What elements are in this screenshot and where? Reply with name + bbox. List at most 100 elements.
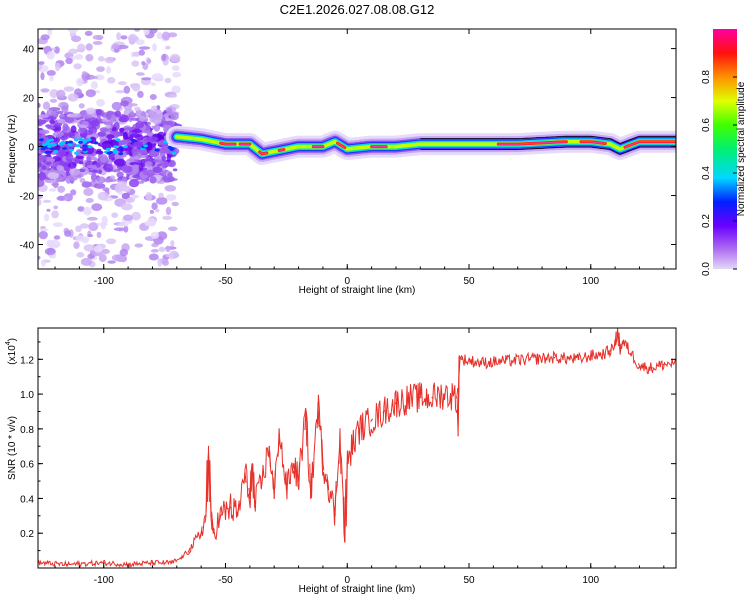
noise-core — [76, 144, 81, 147]
noise-blob — [96, 109, 102, 115]
noise-blob — [82, 71, 87, 75]
noise-blob — [130, 118, 139, 121]
noise-blob — [134, 28, 140, 32]
noise-blob — [86, 108, 96, 114]
noise-blob — [50, 99, 57, 103]
noise-blob — [98, 131, 107, 136]
snr-spike — [639, 363, 640, 366]
noise-blob — [51, 210, 59, 218]
noise-blob — [115, 184, 123, 192]
noise-blob — [39, 231, 48, 240]
noise-blob — [129, 179, 139, 187]
noise-blob — [151, 82, 156, 86]
noise-blob — [47, 51, 55, 60]
noise-blob — [104, 178, 113, 183]
snr-spike — [622, 342, 623, 349]
noise-blob — [91, 81, 98, 89]
noise-blob — [87, 234, 93, 237]
noise-blob — [130, 134, 141, 138]
noise-blob — [75, 235, 84, 242]
noise-blob — [172, 65, 180, 71]
noise-blob — [167, 172, 172, 178]
bottom-y-tick-label: 1.0 — [20, 390, 34, 401]
noise-blob — [171, 112, 179, 120]
noise-core — [118, 146, 123, 149]
noise-blob — [43, 200, 52, 203]
noise-blob — [70, 113, 81, 118]
noise-core — [78, 141, 83, 144]
noise-blob — [172, 202, 179, 206]
noise-blob — [48, 172, 59, 179]
noise-blob — [153, 167, 163, 173]
snr-spike — [396, 402, 397, 403]
noise-blob — [57, 196, 65, 201]
noise-blob — [57, 186, 65, 193]
noise-blob — [169, 251, 179, 259]
noise-blob — [119, 117, 128, 122]
noise-blob — [143, 26, 149, 35]
noise-blob — [68, 49, 78, 55]
noise-blob — [170, 240, 174, 247]
colorbar-tick-label: 0.0 — [701, 262, 712, 276]
noise-blob — [118, 81, 127, 85]
snr-spike — [652, 367, 653, 368]
noise-blob — [71, 36, 81, 43]
noise-blob — [86, 89, 96, 97]
noise-blob — [123, 215, 133, 221]
top-y-tick-label: -20 — [20, 192, 35, 203]
noise-blob — [124, 86, 131, 94]
bottom-x-tick-label: -50 — [218, 575, 233, 586]
noise-blob — [74, 54, 83, 60]
top-x-tick-label: 50 — [463, 276, 475, 287]
noise-blob — [106, 238, 116, 244]
noise-blob — [170, 54, 181, 63]
snr-spike — [618, 328, 619, 346]
noise-blob — [54, 235, 61, 239]
noise-blob — [116, 32, 121, 40]
colorbar-tick-label: 0.4 — [701, 166, 712, 180]
noise-core — [42, 143, 47, 146]
snr-spike — [335, 481, 336, 516]
noise-blob — [108, 159, 112, 165]
spectrogram-marks — [33, 25, 676, 267]
noise-blob — [46, 209, 50, 212]
noise-blob — [45, 124, 51, 127]
noise-blob — [53, 156, 60, 160]
noise-core — [131, 139, 136, 142]
noise-blob — [166, 194, 177, 201]
noise-blob — [150, 210, 154, 214]
noise-blob — [44, 214, 49, 222]
noise-core — [49, 138, 54, 141]
noise-blob — [107, 260, 115, 263]
noise-blob — [111, 44, 119, 50]
noise-blob — [83, 130, 93, 135]
noise-blob — [147, 218, 156, 227]
noise-blob — [79, 125, 86, 128]
noise-blob — [81, 258, 92, 266]
noise-blob — [167, 154, 171, 163]
noise-blob — [41, 259, 46, 266]
noise-core — [74, 152, 79, 155]
noise-blob — [37, 114, 49, 118]
noise-blob — [85, 54, 93, 61]
noise-blob — [53, 222, 63, 227]
bottom-y-tick-label: 0.6 — [20, 460, 34, 471]
noise-blob — [153, 77, 164, 81]
noise-blob — [101, 223, 106, 230]
noise-blob — [106, 134, 114, 139]
noise-blob — [105, 125, 112, 129]
noise-blob — [85, 31, 93, 36]
noise-core — [44, 151, 49, 154]
snr-marks — [37, 327, 676, 566]
noise-blob — [159, 247, 166, 252]
noise-blob — [155, 209, 160, 213]
noise-blob — [165, 78, 172, 83]
noise-blob — [162, 156, 166, 162]
noise-blob — [127, 197, 135, 203]
snr-spike — [603, 353, 604, 354]
bottom-plot-frame — [38, 328, 676, 568]
noise-blob — [136, 72, 145, 76]
noise-blob — [131, 60, 139, 66]
